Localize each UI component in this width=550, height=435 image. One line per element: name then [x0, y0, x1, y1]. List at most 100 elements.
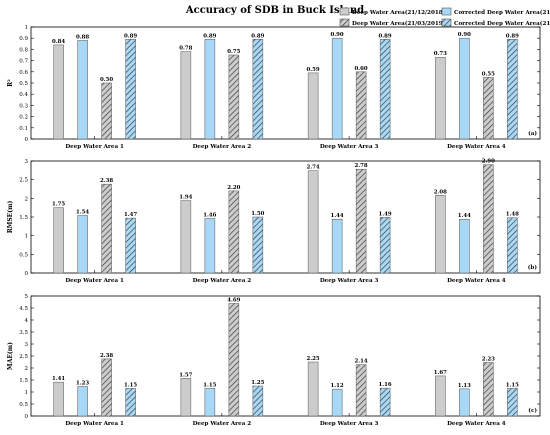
bar-value-label: 1.67	[434, 370, 447, 376]
y-tick-label: 0.7	[19, 59, 28, 65]
x-tick-label: Deep Water Area 2	[193, 421, 252, 427]
bar	[507, 217, 518, 274]
bar	[180, 200, 192, 274]
legend-label: Corrected Deep Water Area(21/03/2019)	[454, 20, 550, 27]
bar	[459, 218, 470, 274]
bar-value-label: 0.59	[307, 67, 320, 73]
bar	[459, 388, 470, 417]
bar-value-label: 0.90	[458, 32, 471, 38]
y-tick-label: 1.5	[19, 378, 28, 384]
bar-value-label: 1.25	[251, 380, 264, 386]
chart-title: Accuracy of SDB in Buck Island	[185, 5, 364, 16]
bar	[307, 72, 319, 140]
y-axis-label: R²	[7, 79, 14, 87]
y-tick-label: 1	[25, 234, 29, 240]
bar	[483, 362, 494, 417]
bar	[53, 207, 64, 274]
y-tick-label: 2	[25, 366, 29, 372]
bar	[252, 216, 264, 274]
bar	[228, 303, 240, 417]
bar-value-label: 1.41	[52, 376, 65, 382]
bar-value-label: 2.90	[482, 159, 495, 165]
panels: 0 0.1 0.2 0.3 0.4 0.5 0.6 0.7 0.8 0.9 1 R² Deep Wate…	[7, 25, 541, 427]
x-tick-label: Deep Water Area 2	[193, 144, 252, 150]
y-tick-label: 0.6	[19, 70, 28, 76]
bar-value-label: 1.48	[506, 212, 519, 218]
bar-value-label: 1.46	[203, 212, 216, 218]
bar	[459, 37, 470, 140]
bar	[53, 381, 64, 417]
y-tick-label: 0	[25, 271, 29, 277]
y-tick-label: 0.9	[19, 36, 28, 42]
panel-3: 0 0.5 1 1.5 2 2.5 3 3.5 4 4.5 5 MAE(m) Deep Water Ar…	[7, 294, 541, 427]
bar-value-label: 1.50	[251, 211, 264, 217]
bar	[53, 44, 64, 140]
x-tick-label: Deep Water Area 2	[193, 278, 252, 284]
bar	[435, 56, 446, 140]
bar-value-label: 0.78	[179, 46, 192, 52]
bar-value-label: 2.25	[307, 356, 320, 362]
bar-value-label: 0.60	[355, 66, 368, 72]
x-tick-label: Deep Water Area 1	[65, 421, 124, 427]
bar	[379, 217, 391, 274]
bar-value-label: 0.89	[506, 33, 519, 39]
bar	[307, 170, 319, 274]
x-tick-label: Deep Water Area 1	[65, 278, 124, 284]
x-tick-label: Deep Water Area 3	[320, 421, 379, 427]
bar	[435, 375, 446, 417]
y-tick-label: 4	[25, 318, 29, 324]
bar	[507, 39, 518, 140]
bar	[379, 39, 391, 140]
y-tick-label: 0.5	[19, 402, 28, 408]
bar	[483, 77, 494, 140]
bar-value-label: 1.23	[76, 380, 89, 386]
bar-value-label: 4.69	[227, 297, 240, 303]
bar	[77, 386, 88, 417]
bar-value-label: 0.89	[379, 33, 392, 39]
legend-item: Corrected Deep Water Area(21/12/2018)	[441, 7, 550, 16]
y-tick-label: 0.2	[19, 115, 28, 121]
y-tick-label: 3.5	[19, 330, 28, 336]
legend-swatch	[339, 18, 350, 27]
legend-item: Deep Water Area(21/03/2019)	[339, 18, 446, 27]
bar	[125, 388, 136, 417]
bar	[483, 164, 494, 274]
bar	[125, 39, 136, 140]
legend-swatch	[339, 7, 350, 16]
panel-label: (b)	[528, 264, 538, 271]
bar	[204, 39, 216, 140]
x-tick-label: Deep Water Area 4	[447, 421, 506, 427]
bar	[379, 387, 391, 417]
bar	[228, 190, 240, 274]
y-tick-label: 0	[25, 137, 29, 143]
bar-value-label: 2.38	[100, 353, 113, 359]
bar-value-label: 0.75	[227, 49, 240, 55]
bar	[331, 37, 343, 140]
bar-value-label: 0.89	[203, 33, 216, 39]
legend: Deep Water Area(21/12/2018) Corrected Dee…	[339, 7, 550, 27]
y-axis-label: MAE(m)	[7, 342, 14, 370]
y-tick-label: 2.5	[19, 178, 28, 184]
y-tick-label: 0.3	[19, 103, 28, 109]
bar	[101, 183, 112, 274]
y-tick-label: 1	[25, 25, 29, 31]
bar	[331, 388, 343, 417]
bar-value-label: 2.78	[355, 163, 368, 169]
bar-value-label: 2.14	[355, 359, 368, 365]
y-tick-label: 0	[25, 414, 29, 420]
bar	[77, 40, 88, 140]
y-tick-label: 0.5	[19, 81, 28, 87]
bar-value-label: 2.08	[434, 189, 447, 195]
y-tick-label: 0.1	[19, 126, 28, 132]
y-tick-label: 3	[25, 159, 29, 165]
bar-value-label: 1.13	[458, 383, 471, 389]
bar	[180, 378, 192, 417]
legend-label: Deep Water Area(21/12/2018)	[352, 9, 446, 16]
y-tick-label: 4.5	[19, 306, 28, 312]
bar-value-label: 2.38	[100, 178, 113, 184]
bar-value-label: 1.44	[458, 213, 471, 219]
bar-value-label: 2.23	[482, 356, 495, 362]
legend-item: Deep Water Area(21/12/2018)	[339, 7, 446, 16]
panel-label: (c)	[528, 407, 537, 414]
bar-value-label: 0.50	[100, 77, 113, 83]
